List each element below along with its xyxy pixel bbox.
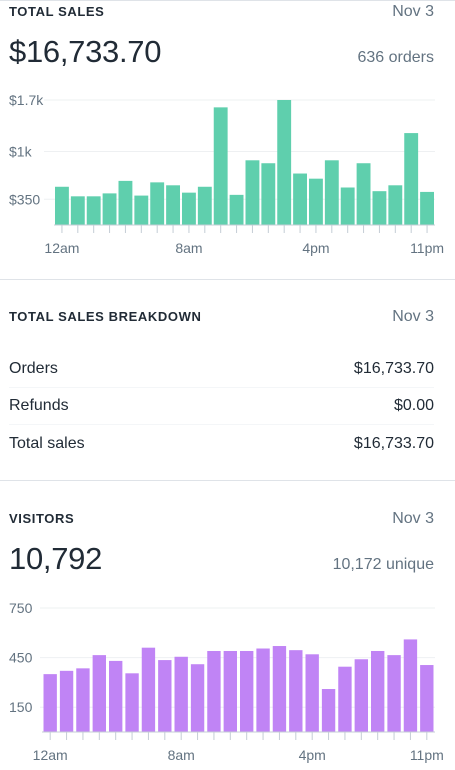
visitors-unique: 10,172 unique [332,556,434,573]
x-tick-label: 4pm [302,240,329,256]
breakdown-row-label: Orders [9,359,58,377]
chart-bar [125,673,139,732]
total-sales-title: TOTAL SALES [9,4,105,19]
chart-bar [213,107,228,225]
chart-bar [420,665,434,732]
total-sales-header: TOTAL SALES Nov 3 [9,3,434,21]
x-tick-label: 4pm [299,747,326,763]
chart-bar [150,182,165,225]
total-sales-card: TOTAL SALES Nov 3 $16,733.70 636 orders … [0,0,455,279]
chart-bar [338,666,352,732]
x-tick-label: 12am [44,240,79,256]
breakdown-row-total-sales: Total sales $16,733.70 [9,425,434,462]
breakdown-header: TOTAL SALES BREAKDOWN Nov 3 [9,308,434,326]
chart-bar [76,668,90,732]
chart-bar [277,100,292,225]
visitors-chart: 750 450 150 12am 8am 4pm 11pm [9,600,444,763]
chart-bar [166,185,180,225]
chart-bar [272,646,287,732]
chart-bar [182,192,196,225]
chart-bar [388,185,403,225]
x-tick-label: 12am [33,747,68,763]
visitors-date: Nov 3 [392,510,434,527]
breakdown-row-label: Refunds [9,396,69,414]
breakdown-row-refunds: Refunds $0.00 [9,387,434,424]
chart-bar [309,178,323,225]
chart-bar [141,647,156,732]
chart-bar [354,659,368,732]
divider [0,279,455,280]
breakdown-row-value: $16,733.70 [353,359,434,377]
x-tick-label: 8am [175,240,202,256]
x-tick-label: 8am [168,747,195,763]
chart-bar [59,670,74,732]
visitors-header: VISITORS Nov 3 [9,510,434,528]
breakdown-row-orders: Orders $16,733.70 [9,350,434,387]
visitors-summary: 10,792 10,172 unique [9,541,434,577]
chart-bar [372,191,387,225]
breakdown-row-label: Total sales [9,434,85,452]
x-tick-label: 11pm [410,747,444,763]
chart-bar [340,187,355,225]
total-sales-amount: $16,733.70 [9,34,162,69]
y-tick-label: $1k [9,143,33,159]
chart-bar [190,664,205,732]
chart-bar [261,163,276,225]
breakdown-row-value: $16,733.70 [353,434,434,452]
chart-bar [240,650,254,732]
y-tick-label: $1.7k [9,92,44,108]
chart-bar [293,173,307,225]
chart-bar [174,656,188,732]
y-tick-label: 750 [9,600,33,616]
visitors-count: 10,792 [9,541,103,576]
chart-bar [207,650,221,732]
chart-bar [134,195,149,225]
breakdown-date: Nov 3 [392,308,434,325]
total-sales-chart: $1.7k $1k $350 12am 8am 4pm 11pm [9,92,444,256]
chart-bar [371,650,385,732]
chart-bar [404,133,419,225]
chart-bar [109,660,123,732]
breakdown-row-value: $0.00 [393,396,434,414]
chart-bar [158,660,172,732]
chart-bar [70,196,85,225]
top-border [0,0,455,1]
chart-bar [55,186,69,225]
total-sales-orders: 636 orders [357,49,435,66]
chart-bar [43,674,57,732]
x-tick-label: 11pm [410,240,444,256]
chart-bar [102,193,117,225]
total-sales-summary: $16,733.70 636 orders [9,34,434,70]
chart-bar [420,191,434,225]
y-tick-label: 450 [9,650,33,666]
total-sales-date: Nov 3 [392,3,434,20]
chart-bar [321,689,336,732]
chart-bar [403,639,418,732]
chart-bar [245,160,260,225]
chart-bar [118,180,133,225]
breakdown-title: TOTAL SALES BREAKDOWN [9,309,202,324]
chart-bar [256,648,270,732]
visitors-title: VISITORS [9,511,75,526]
chart-bar [197,186,212,225]
chart-bar [324,160,339,225]
chart-bar [223,650,237,732]
row-separator [9,387,434,388]
chart-bar [305,654,319,732]
chart-bar [387,655,401,732]
chart-bar [356,163,371,225]
chart-bar [289,650,303,732]
chart-bar [92,655,106,732]
sales-breakdown-card: TOTAL SALES BREAKDOWN Nov 3 Orders $16,7… [0,280,455,480]
chart-bar [86,196,101,225]
row-separator [9,424,434,425]
y-tick-label: 150 [9,699,33,715]
y-tick-label: $350 [9,191,40,207]
divider [0,480,455,481]
chart-bar [229,194,244,225]
visitors-card: VISITORS Nov 3 10,792 10,172 unique 750 4… [0,481,455,770]
